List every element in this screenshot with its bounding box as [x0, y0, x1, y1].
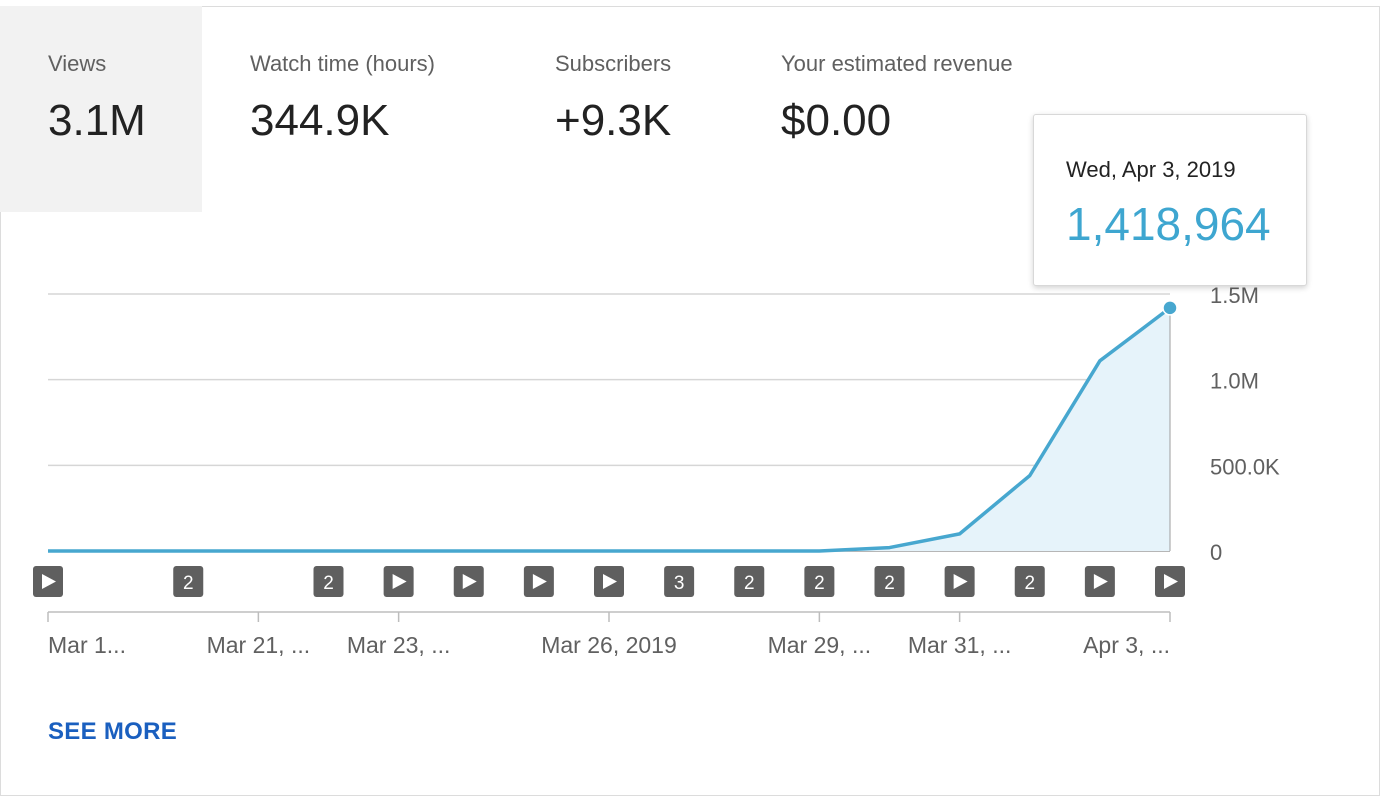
video-count-marker[interactable]: 3: [664, 566, 695, 597]
video-count-marker[interactable]: 2: [313, 566, 344, 597]
metric-tab-views[interactable]: Views 3.1M: [0, 6, 202, 212]
video-marker[interactable]: [523, 566, 554, 597]
x-tick-label: Mar 23, ...: [347, 632, 451, 658]
play-icon: [1093, 574, 1108, 589]
metric-tab-subscribers[interactable]: Subscribers +9.3K: [507, 6, 732, 212]
video-marker[interactable]: [1084, 566, 1115, 597]
tooltip-date: Wed, Apr 3, 2019: [1066, 157, 1236, 182]
x-tick-label: Mar 1...: [48, 632, 126, 658]
chart-tooltip: Wed, Apr 3, 2019 1,418,964: [1033, 114, 1307, 286]
views-chart: 1.5M 1.0M 500.0K 0 2 2 3 2 2 2 2 Mar 1... Mar 21, ..…: [33, 283, 1280, 658]
marker-box: [173, 566, 204, 597]
video-count-marker[interactable]: 2: [173, 566, 204, 597]
y-tick-label: 0: [1210, 540, 1222, 565]
x-tick-label: Mar 31, ...: [908, 632, 1012, 658]
metric-tab-watch-time[interactable]: Watch time (hours) 344.9K: [202, 6, 502, 212]
marker-box: [664, 566, 695, 597]
metric-tab-revenue[interactable]: Your estimated revenue $0.00: [733, 6, 1053, 212]
video-marker[interactable]: [944, 566, 975, 597]
views-line: [48, 306, 1172, 553]
marker-count: 2: [323, 573, 334, 594]
marker-box: [734, 566, 765, 597]
marker-box: [1014, 566, 1045, 597]
marker-box: [313, 566, 344, 597]
video-count-marker[interactable]: 2: [804, 566, 835, 597]
metric-label: Views: [48, 51, 107, 76]
play-icon: [1164, 574, 1178, 589]
metric-value: +9.3K: [555, 96, 672, 145]
marker-count: 2: [183, 573, 194, 594]
y-tick-label: 1.5M: [1210, 283, 1259, 308]
x-tick-label: Mar 26, 2019: [541, 632, 677, 658]
x-tick-label: Mar 21, ...: [207, 632, 311, 658]
highlight-point: [1162, 300, 1178, 316]
metric-value: $0.00: [781, 96, 892, 145]
see-more-link[interactable]: SEE MORE: [48, 718, 178, 745]
views-area: [48, 307, 1170, 551]
x-tick-label: Apr 3, ...: [1083, 632, 1170, 658]
metric-label: Watch time (hours): [250, 51, 436, 76]
video-count-marker[interactable]: 2: [1014, 566, 1045, 597]
marker-box: [804, 566, 835, 597]
play-icon: [603, 574, 617, 589]
marker-box: [874, 566, 905, 597]
marker-count: 2: [1024, 573, 1035, 594]
x-tick-label: Mar 29, ...: [768, 632, 872, 658]
play-icon: [42, 574, 56, 589]
marker-count: 2: [884, 573, 895, 594]
play-icon: [532, 574, 547, 589]
play-icon: [953, 574, 968, 589]
marker-count: 2: [814, 573, 825, 594]
metric-value: 344.9K: [250, 96, 390, 145]
video-count-marker[interactable]: 2: [734, 566, 765, 597]
marker-count: 2: [744, 573, 755, 594]
play-icon: [392, 574, 407, 589]
metric-label: Your estimated revenue: [781, 51, 1013, 76]
metric-label: Subscribers: [555, 51, 672, 76]
y-tick-label: 1.0M: [1210, 369, 1259, 394]
marker-count: 3: [674, 573, 685, 594]
video-marker[interactable]: [453, 566, 484, 597]
tooltip-value: 1,418,964: [1066, 198, 1271, 250]
video-marker[interactable]: [594, 566, 624, 597]
video-count-marker[interactable]: 2: [874, 566, 905, 597]
metric-value: 3.1M: [48, 96, 146, 145]
play-icon: [462, 574, 477, 589]
video-marker[interactable]: [33, 566, 63, 597]
y-tick-label: 500.0K: [1210, 454, 1280, 479]
video-marker[interactable]: [1155, 566, 1185, 597]
video-marker[interactable]: [383, 566, 414, 597]
